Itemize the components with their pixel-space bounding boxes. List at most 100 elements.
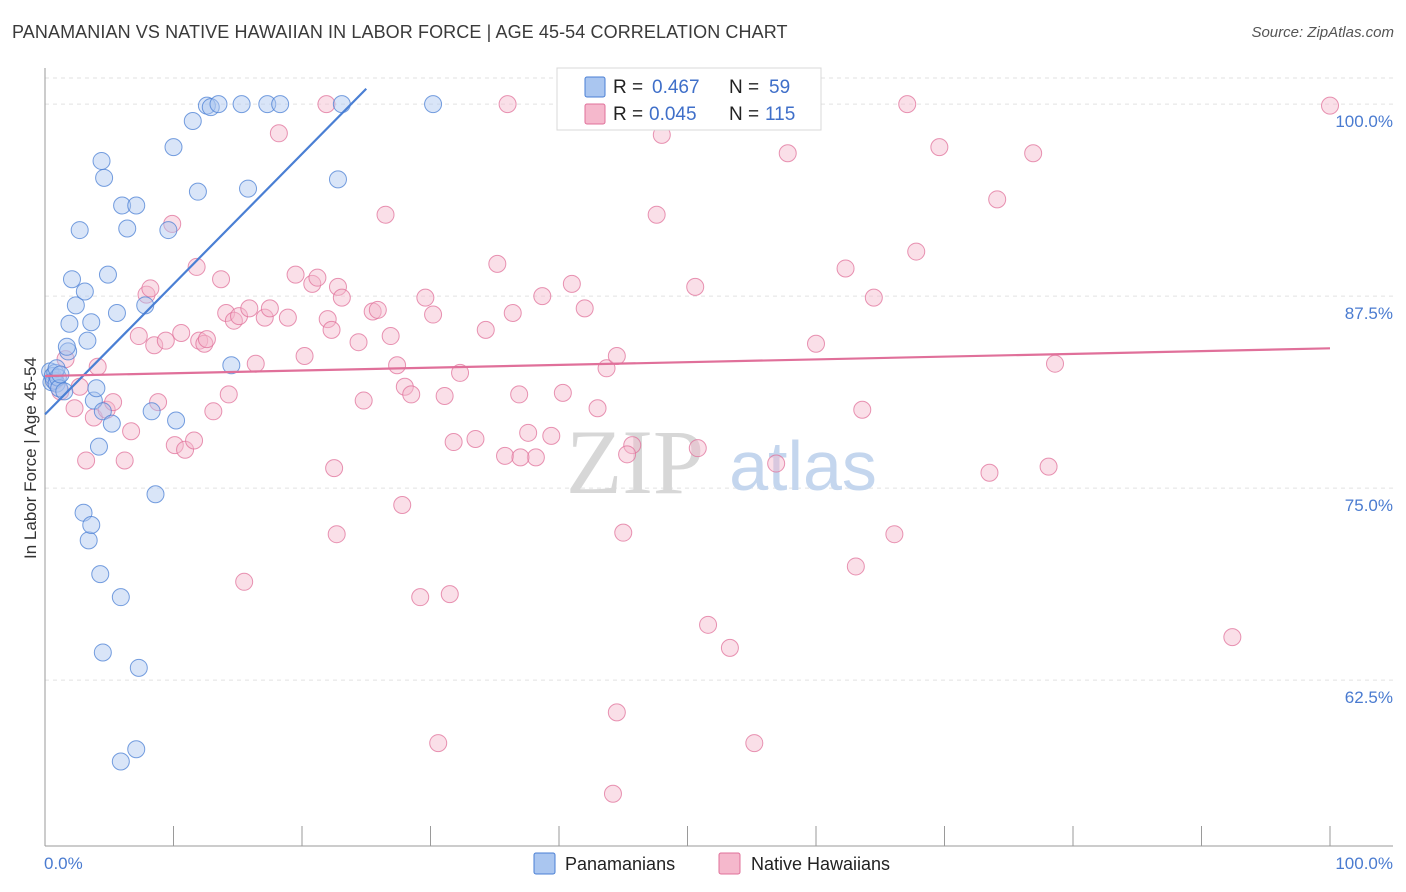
legend-r-label: R = — [613, 104, 643, 125]
series-native-hawaiians — [46, 95, 1339, 803]
panamanian-point — [424, 95, 443, 114]
panamanian-point — [113, 196, 132, 215]
native-hawaiian-point — [317, 95, 336, 114]
native-hawaiian-point — [185, 431, 204, 450]
native-hawaiian-point — [988, 190, 1007, 209]
native-hawaiian-point — [907, 242, 926, 261]
panamanian-point — [95, 168, 114, 187]
y-tick-label: 87.5% — [1345, 304, 1393, 323]
native-hawaiian-point — [720, 638, 739, 657]
bottom-legend-label-panamanians: Panamanians — [565, 854, 675, 874]
panamanian-point — [167, 411, 186, 430]
native-hawaiian-point — [381, 327, 400, 346]
native-hawaiian-point — [686, 277, 705, 296]
native-hawaiian-point — [240, 299, 259, 318]
native-hawaiian-point — [553, 383, 572, 402]
native-hawaiian-point — [836, 259, 855, 278]
native-hawaiian-point — [429, 734, 448, 753]
y-tick-label: 75.0% — [1345, 496, 1393, 515]
panamanian-point — [111, 752, 130, 771]
panamanian-point — [82, 515, 101, 534]
native-hawaiian-point — [212, 270, 231, 289]
native-hawaiian-point — [141, 279, 160, 298]
native-hawaiian-point — [219, 385, 238, 404]
native-hawaiian-point — [699, 615, 718, 634]
native-hawaiian-point — [864, 288, 883, 307]
legend-swatch-panamanians — [584, 76, 606, 98]
panamanian-point — [75, 282, 94, 301]
native-hawaiian-point — [930, 138, 949, 157]
native-hawaiian-point — [322, 320, 341, 339]
native-hawaiian-point — [204, 402, 223, 421]
native-hawaiian-point — [466, 429, 485, 448]
trendlines — [44, 87, 1331, 416]
native-hawaiian-point — [488, 254, 507, 273]
native-hawaiian-point — [745, 734, 764, 753]
legend-n-label: N = — [729, 77, 759, 98]
legend-n-value-panamanians: 59 — [769, 77, 790, 98]
panamanian-point — [92, 151, 111, 170]
axes — [44, 68, 1393, 847]
native-hawaiian-point — [424, 305, 443, 324]
native-hawaiian-point — [325, 459, 344, 478]
native-hawaiian-point — [318, 310, 337, 329]
native-hawaiian-point — [562, 274, 581, 293]
panamanian-point — [93, 402, 112, 421]
native-hawaiian-point — [402, 385, 421, 404]
native-hawaiian-point — [65, 399, 84, 418]
native-hawaiian-point — [388, 356, 407, 375]
panamanian-point — [332, 95, 351, 114]
panamanian-point — [70, 221, 89, 240]
native-hawaiian-point — [172, 323, 191, 342]
native-hawaiian-point — [286, 265, 305, 284]
native-hawaiian-point — [510, 385, 529, 404]
native-hawaiian-point — [187, 257, 206, 276]
legend: R = 0.467 N = 59 R = 0.045 N = 115 — [556, 67, 822, 131]
native-hawaiian-point — [332, 288, 351, 307]
native-hawaiian-point — [395, 377, 414, 396]
native-hawaiian-point — [498, 95, 517, 114]
legend-swatch-native-hawaiians — [584, 103, 606, 125]
x-tick-label-max: 100.0% — [1335, 854, 1393, 873]
y-tick-label: 62.5% — [1345, 688, 1393, 707]
legend-n-value-native-hawaiians: 115 — [765, 104, 795, 125]
panamanian-point — [183, 112, 202, 131]
trendline-panamanians — [44, 87, 368, 416]
panamanian-point — [328, 170, 347, 189]
native-hawaiian-point — [145, 336, 164, 355]
native-hawaiian-point — [614, 523, 633, 542]
native-hawaiian-point — [778, 144, 797, 163]
panamanian-point — [79, 531, 98, 550]
native-hawaiian-point — [647, 205, 666, 224]
native-hawaiian-point — [767, 454, 786, 473]
native-hawaiian-point — [255, 308, 274, 327]
native-hawaiian-point — [846, 557, 865, 576]
native-hawaiian-point — [853, 400, 872, 419]
legend-r-value-panamanians: 0.467 — [652, 77, 700, 98]
panamanian-point — [78, 331, 97, 350]
native-hawaiian-point — [327, 525, 346, 544]
native-hawaiian-point — [885, 525, 904, 544]
panamanian-point — [271, 95, 290, 114]
native-hawaiian-point — [197, 330, 216, 349]
panamanian-point — [89, 437, 108, 456]
source-label: Source: ZipAtlas.com — [1251, 24, 1394, 41]
native-hawaiian-point — [980, 463, 999, 482]
native-hawaiian-point — [444, 433, 463, 452]
panamanian-point — [258, 95, 277, 114]
native-hawaiian-point — [165, 436, 184, 455]
native-hawaiian-point — [349, 333, 368, 352]
native-hawaiian-point — [1039, 457, 1058, 476]
native-hawaiian-point — [190, 331, 209, 350]
native-hawaiian-point — [278, 308, 297, 327]
native-hawaiian-point — [519, 423, 538, 442]
native-hawaiian-point — [1321, 96, 1339, 115]
y-axis-title: In Labor Force | Age 45-54 — [21, 357, 40, 559]
panamanian-point — [188, 182, 207, 201]
native-hawaiian-point — [230, 307, 249, 326]
native-hawaiian-point — [533, 287, 552, 306]
native-hawaiian-point — [511, 448, 530, 467]
panamanian-point — [209, 95, 228, 114]
panamanian-point — [232, 95, 251, 114]
native-hawaiian-point — [260, 299, 279, 318]
